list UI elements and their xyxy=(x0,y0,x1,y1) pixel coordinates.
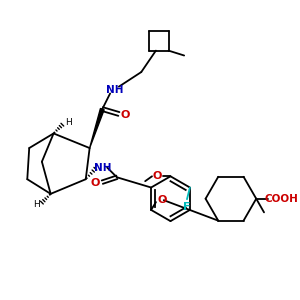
Polygon shape xyxy=(90,109,104,148)
Text: COOH: COOH xyxy=(265,194,298,204)
Text: NH: NH xyxy=(106,85,124,94)
Text: F: F xyxy=(183,202,191,212)
Text: O: O xyxy=(152,171,161,181)
Text: O: O xyxy=(121,110,130,120)
Text: H: H xyxy=(33,200,39,209)
Text: O: O xyxy=(91,178,100,188)
Text: H: H xyxy=(65,118,72,127)
Text: O: O xyxy=(157,195,167,205)
Text: NH: NH xyxy=(94,163,111,172)
